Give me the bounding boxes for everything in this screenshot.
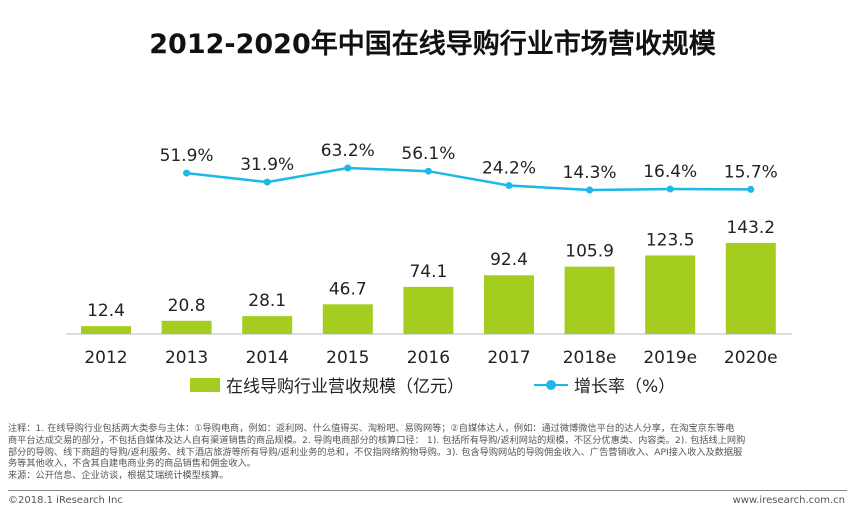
bar-data-label: 12.4 [87,301,125,321]
chart-title: 2012-2020年中国在线导购行业市场营收规模 [149,29,716,60]
growth-line [186,166,751,192]
growth-data-label: 24.2% [482,159,536,179]
bar-data-label: 20.8 [168,296,206,316]
growth-data-label: 31.9% [240,155,294,175]
x-tick-label: 2017 [487,348,530,368]
bar [242,316,293,334]
bar [725,242,776,334]
bar-data-label: 46.7 [329,279,367,299]
note-line: 务等其他收入，不含其自建电商业务的商品销售和佣金收入。 [8,458,257,470]
legend-item-bar: 在线导购行业营收规模（亿元） [190,372,464,397]
growth-point [344,164,352,172]
bar-data-label: 105.9 [565,242,614,262]
bar-data-label: 92.4 [490,250,528,270]
growth-data-label: 15.7% [724,162,778,182]
growth-point [183,169,191,177]
growth-point [586,186,594,194]
bar [564,266,615,334]
bar [403,286,454,334]
legend-item-line: 增长率（%） [534,372,675,397]
bar-data-label: 143.2 [726,218,775,238]
growth-point [263,178,271,186]
growth-point [666,185,674,193]
legend: 在线导购行业营收规模（亿元） 增长率（%） [190,372,675,397]
bar-data-label: 123.5 [646,230,695,250]
x-tick-label: 2014 [246,348,289,368]
x-tick-label: 2013 [165,348,208,368]
bar-data-label: 28.1 [248,291,286,311]
bar [161,320,212,334]
growth-data-label: 56.1% [401,144,455,164]
growth-point [505,182,513,190]
legend-label: 在线导购行业营收规模（亿元） [226,377,464,397]
chart-plot: 12.4 2012 20.8 2013 28.1 2014 46.7 2015 74.1 2016… [66,141,792,368]
x-tick-label: 2012 [84,348,127,368]
x-tick-label: 2016 [407,348,450,368]
x-tick-label: 2015 [326,348,369,368]
growth-data-label: 51.9% [160,146,214,166]
growth-point [747,185,755,193]
website: www.iresearch.com.cn [732,495,845,506]
growth-point [424,167,432,175]
source-line: 来源：公开信息、企业访谈，根据艾瑞统计模型核算。 [8,470,229,482]
copyright: ©2018.1 iResearch Inc [8,495,123,506]
legend-swatch-line [534,378,568,392]
note-line: 部分的导购、线下商超的导购/返利服务、线下酒店旅游等所有导购/返利业务的总和，不… [8,446,743,458]
growth-data-label: 14.3% [563,163,617,183]
growth-data-label: 16.4% [643,162,697,182]
growth-data-label: 63.2% [321,141,375,161]
legend-swatch-bar [190,377,220,392]
bar [322,304,373,334]
note-line: 注释：1. 在线导购行业包括两大类参与主体：①导购电商，例如：返利网、什么值得买… [8,423,735,434]
divider [8,490,847,491]
legend-label: 增长率（%） [574,377,676,397]
bar-data-label: 74.1 [409,262,447,282]
x-tick-label: 2020e [724,348,778,368]
notes: 注释：1. 在线导购行业包括两大类参与主体：①导购电商，例如：返利网、什么值得买… [8,423,858,482]
x-tick-label: 2018e [563,348,617,368]
bar [81,326,131,334]
note-line: 商平台达成交易的部分，不包括自媒体及达人自有渠道销售的商品规模。2. 导购电商部… [8,434,746,446]
x-tick-label: 2019e [643,348,697,368]
bar [645,255,696,334]
bar [484,275,534,334]
